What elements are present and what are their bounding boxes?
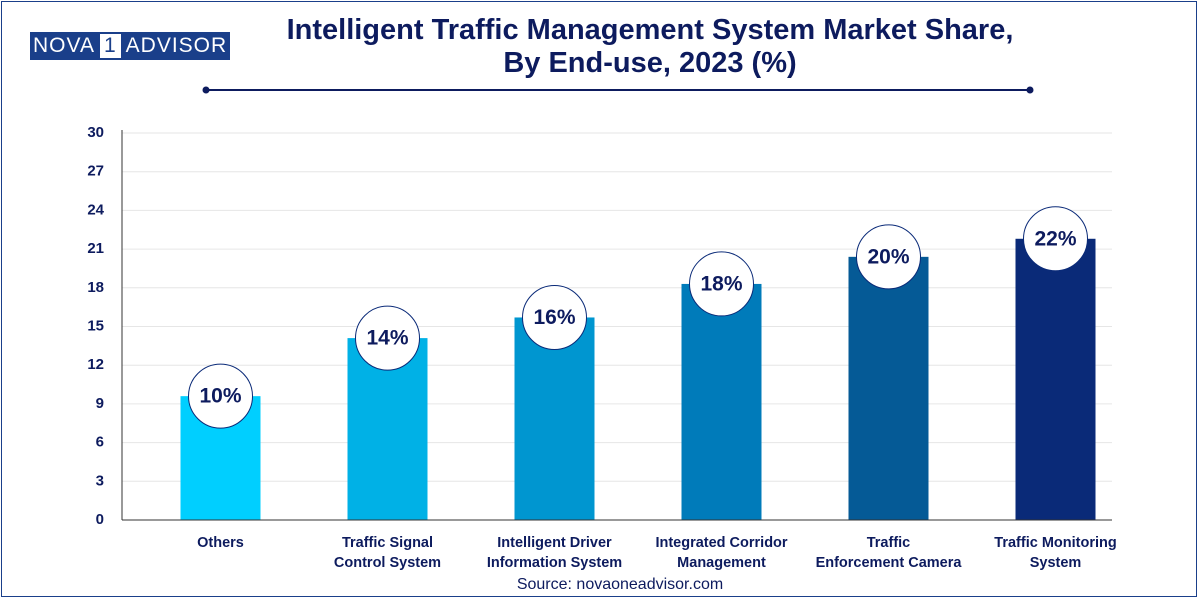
label-badge — [856, 224, 921, 290]
y-tick-label: 6 — [96, 434, 104, 451]
y-tick-label: 15 — [87, 317, 104, 334]
y-tick-label: 12 — [87, 356, 104, 373]
x-tick-label: Traffic Enforcement Camera — [815, 535, 962, 571]
data-label: 18% — [700, 272, 742, 295]
data-label: 14% — [366, 327, 408, 350]
bar — [848, 256, 929, 520]
logo: NOVA 1 ADVISOR — [30, 32, 231, 60]
label-badge — [1023, 206, 1088, 272]
logo-part: 1 — [97, 32, 123, 60]
label-badge — [689, 251, 754, 317]
y-tick-label: 24 — [87, 201, 104, 218]
label-badge — [355, 305, 420, 371]
bar — [681, 283, 762, 520]
y-tick-label: 0 — [96, 511, 104, 528]
data-label: 20% — [867, 245, 909, 268]
rule-dot — [1026, 86, 1034, 94]
bar — [1015, 238, 1096, 520]
y-tick-label: 18 — [87, 279, 104, 296]
logo-part: ADVISOR — [122, 32, 231, 60]
x-tick-label: Traffic Signal Control System — [333, 535, 442, 571]
data-label: 16% — [533, 306, 575, 329]
chart-title: Intelligent Traffic Management System Ma… — [286, 14, 1014, 79]
data-label: 10% — [199, 385, 241, 408]
y-tick-label: 21 — [87, 240, 104, 257]
rule-dot — [202, 86, 210, 94]
label-badge — [522, 284, 587, 350]
x-tick-label: Traffic Monitoring System — [994, 535, 1117, 571]
x-tick-label: Others — [197, 535, 244, 551]
y-tick-label: 27 — [87, 163, 104, 180]
logo-part: NOVA — [30, 32, 98, 60]
y-tick-label: 3 — [96, 472, 104, 489]
data-label: 22% — [1034, 227, 1076, 250]
y-tick-label: 30 — [87, 124, 104, 141]
y-tick-label: 9 — [96, 395, 104, 412]
source: Source: novaoneadvisor.com — [516, 576, 724, 593]
label-badge — [188, 363, 253, 429]
bar — [514, 317, 595, 520]
x-tick-label: Integrated Corridor Management — [655, 535, 788, 571]
x-tick-label: Intelligent Driver Information System — [486, 535, 623, 571]
